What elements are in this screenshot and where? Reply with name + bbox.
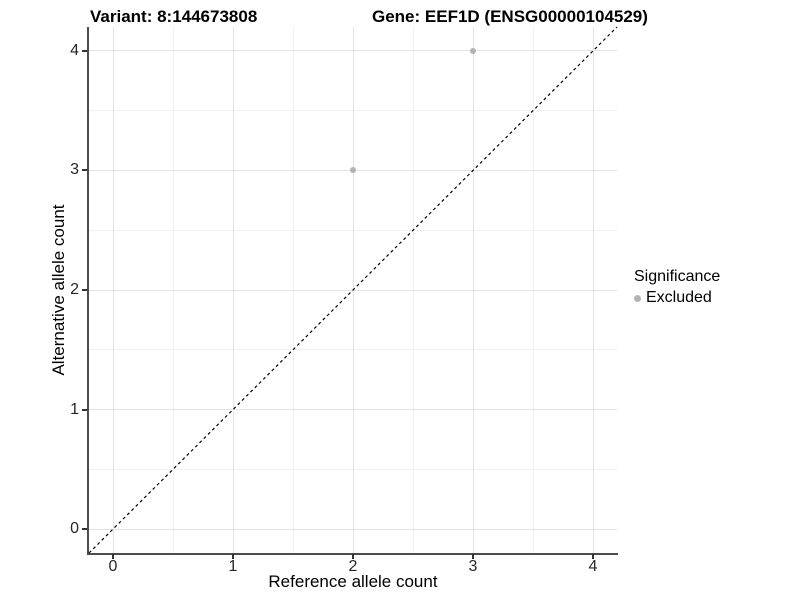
y-tick-mark bbox=[82, 169, 87, 172]
legend-item-excluded: Excluded bbox=[634, 289, 720, 307]
x-tick-label: 1 bbox=[228, 558, 238, 575]
x-axis-title: Reference allele count bbox=[268, 572, 438, 591]
data-point bbox=[470, 47, 476, 54]
y-tick-label: 3 bbox=[70, 161, 79, 179]
plot-title-gene: Gene: EEF1D (ENSG00000104529) bbox=[372, 7, 648, 26]
legend-dot-icon bbox=[634, 294, 641, 302]
x-tick-label: 4 bbox=[588, 558, 598, 575]
gridline-y-major bbox=[89, 50, 617, 52]
y-axis-line bbox=[87, 27, 89, 555]
x-tick-mark bbox=[232, 554, 234, 559]
x-tick-mark bbox=[592, 554, 594, 559]
plot-panel: 0 1 2 3 4 0 1 2 3 4 bbox=[70, 26, 618, 575]
x-tick-label: 0 bbox=[108, 558, 118, 575]
x-tick-mark bbox=[472, 554, 474, 559]
y-tick-mark bbox=[82, 408, 87, 411]
y-tick-label: 2 bbox=[70, 281, 79, 298]
x-tick-label: 2 bbox=[348, 558, 358, 575]
x-tick-mark bbox=[112, 554, 114, 559]
y-tick-label: 4 bbox=[70, 41, 79, 59]
x-tick-mark bbox=[352, 554, 354, 559]
y-axis-title: Alternative allele count bbox=[49, 204, 68, 376]
gridline-y-major bbox=[89, 409, 617, 411]
y-tick-label: 1 bbox=[70, 400, 79, 418]
y-tick-mark bbox=[82, 528, 87, 531]
y-tick-mark bbox=[82, 289, 87, 291]
plot-title-variant: Variant: 8:144673808 bbox=[90, 7, 258, 26]
data-point bbox=[350, 167, 356, 174]
x-tick-label: 3 bbox=[468, 558, 478, 575]
identity-dashed-line bbox=[88, 26, 618, 554]
legend-title: Significance bbox=[634, 268, 721, 285]
legend: Significance Excluded bbox=[634, 268, 720, 307]
y-tick-mark bbox=[82, 49, 87, 52]
legend-item-label: Excluded bbox=[646, 289, 712, 306]
y-tick-label: 0 bbox=[70, 520, 79, 538]
gridline-y-major bbox=[89, 528, 617, 530]
